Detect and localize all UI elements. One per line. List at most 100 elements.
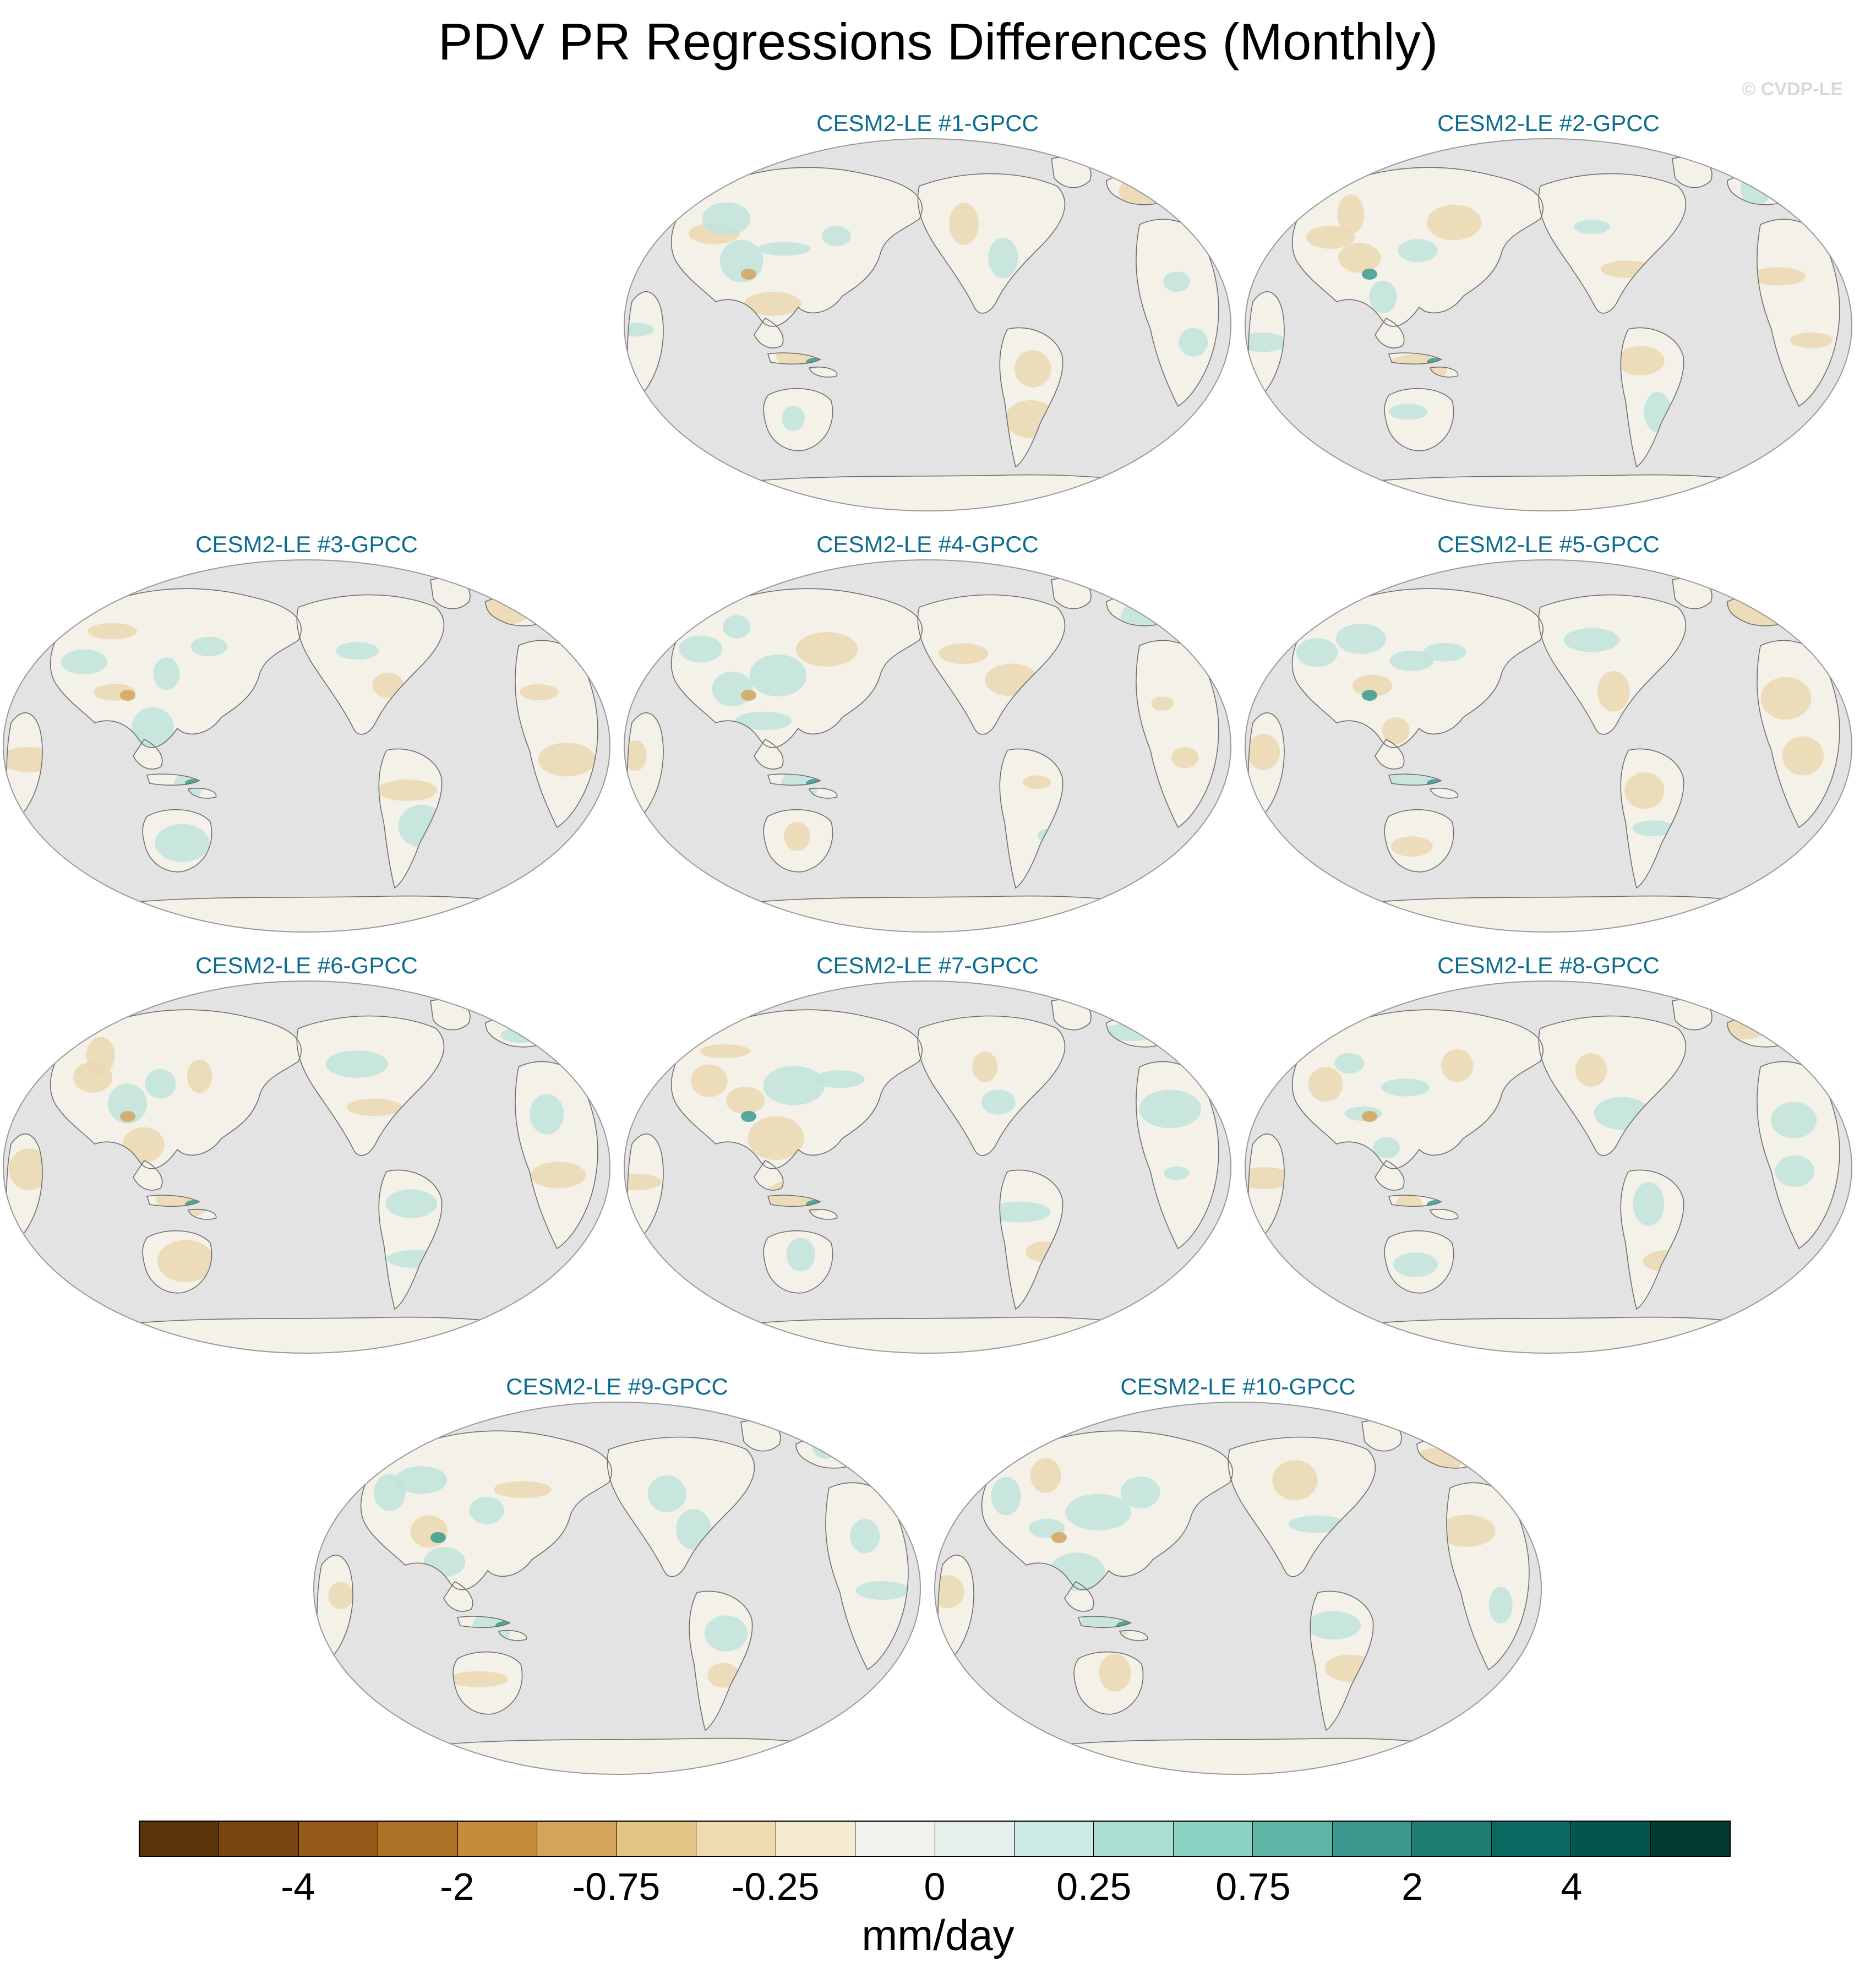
colorbar-swatch [457, 1822, 538, 1856]
anomaly-patch [61, 649, 107, 674]
coastline [146, 773, 200, 786]
map-panel-8: CESM2-LE #8-GPCC [1243, 952, 1854, 1371]
map-panel-7: CESM2-LE #7-GPCC [622, 952, 1233, 1371]
anomaly-patch [1065, 1494, 1131, 1531]
anomaly-patch [1338, 243, 1381, 273]
anomaly-patch [1563, 628, 1620, 652]
anomaly-patch [1099, 1654, 1131, 1692]
anomaly-patch [1362, 690, 1377, 701]
anomaly-patch [1362, 269, 1377, 280]
coastline [142, 1230, 212, 1294]
anomaly-patch [1750, 267, 1806, 286]
coastline [767, 773, 821, 786]
coastline [981, 1430, 1233, 1590]
coastline [670, 167, 923, 327]
anomaly-patch [1171, 747, 1199, 769]
colorbar-swatch [855, 1822, 935, 1856]
coastline [917, 594, 1066, 735]
world-map [624, 138, 1231, 511]
map-boundary [1245, 980, 1852, 1354]
anomaly-patch [1381, 1078, 1430, 1097]
anomaly-patch [678, 635, 723, 663]
coastline [1291, 167, 1544, 327]
anomaly-patch [763, 1066, 825, 1105]
map-boundary [624, 559, 1231, 933]
anomaly-patch [749, 654, 807, 697]
anomaly-patch [1382, 717, 1410, 744]
land-seAsia [754, 1160, 783, 1190]
land-africaW [627, 291, 663, 397]
anomaly-patch [1306, 226, 1355, 249]
coastline [50, 588, 302, 748]
anomaly-patch [1151, 696, 1174, 711]
land-africaE [825, 1483, 908, 1670]
land-seAsia [754, 739, 783, 769]
map-panel-2: CESM2-LE #2-GPCC [1243, 110, 1854, 528]
coastline [767, 1195, 821, 1207]
map-panel-9: CESM2-LE #9-GPCC [312, 1374, 923, 1792]
colorbar-swatch [696, 1822, 776, 1856]
coastline [1388, 352, 1442, 365]
land-northAmerica [297, 1016, 444, 1156]
anomaly-patch [395, 1466, 448, 1494]
land-antarctica [677, 896, 1195, 932]
coastline [917, 1015, 1066, 1156]
coastline [50, 1009, 302, 1169]
panel-title: CESM2-LE #4-GPCC [816, 531, 1039, 557]
anomaly-patch [120, 1111, 135, 1122]
anomaly-patch [712, 672, 753, 707]
coastline [133, 1159, 163, 1191]
coastline [767, 352, 821, 365]
coastline [1538, 594, 1687, 735]
coastline [296, 1015, 445, 1156]
coastline [1388, 773, 1442, 786]
map-boundary [624, 980, 1231, 1354]
colorbar-tick-label: 0 [924, 1865, 946, 1908]
land-antarctica [1298, 475, 1815, 511]
anomaly-patch [1770, 1102, 1817, 1138]
coastline [296, 594, 445, 735]
anomaly-patch [1782, 736, 1824, 776]
anomaly-patch [1335, 623, 1386, 654]
anomaly-patch [707, 1663, 739, 1688]
anomaly-patch [88, 623, 137, 640]
anomaly-patch [1369, 280, 1397, 313]
coastline [808, 787, 838, 799]
coastline [1375, 317, 1405, 348]
land-northAmerica [1539, 1016, 1686, 1156]
land-antarctica [1298, 1317, 1815, 1353]
land-northAmerica [918, 1016, 1065, 1156]
map-boundary [934, 1402, 1542, 1775]
land-seAsia [1375, 318, 1404, 348]
anomaly-patch [1790, 332, 1833, 348]
anomaly-patch [699, 1044, 751, 1058]
panel-title: CESM2-LE #9-GPCC [506, 1374, 728, 1399]
world-map [624, 980, 1231, 1354]
anomaly-patch [741, 269, 756, 280]
coastline [146, 1195, 200, 1207]
anomaly-patch [1775, 1155, 1815, 1187]
anomaly-patch [1120, 1476, 1160, 1508]
anomaly-patch [1308, 1067, 1343, 1102]
anomaly-patch [328, 1582, 353, 1610]
colorbar-swatch [776, 1822, 856, 1856]
colorbar-swatch [1571, 1822, 1651, 1856]
anomaly-patch [86, 1037, 115, 1075]
coastline [1620, 327, 1684, 468]
map-boundary [3, 980, 610, 1354]
anomaly-patch [157, 1240, 215, 1283]
coastline [187, 787, 217, 799]
anomaly-patch [1597, 671, 1630, 712]
coastline [1429, 366, 1459, 378]
coastline [763, 1230, 833, 1294]
anomaly-patch [1334, 1053, 1364, 1074]
map-panel-5: CESM2-LE #5-GPCC [1243, 531, 1854, 950]
anomaly-patch [1164, 1166, 1190, 1180]
anomaly-patch [1632, 820, 1675, 837]
anomaly-patch [1398, 239, 1438, 263]
anomaly-patch [190, 636, 227, 657]
panel-title: CESM2-LE #7-GPCC [816, 952, 1039, 978]
anomaly-patch [325, 1050, 389, 1078]
anomaly-patch [949, 203, 979, 245]
colorbar-swatch [1094, 1822, 1174, 1856]
